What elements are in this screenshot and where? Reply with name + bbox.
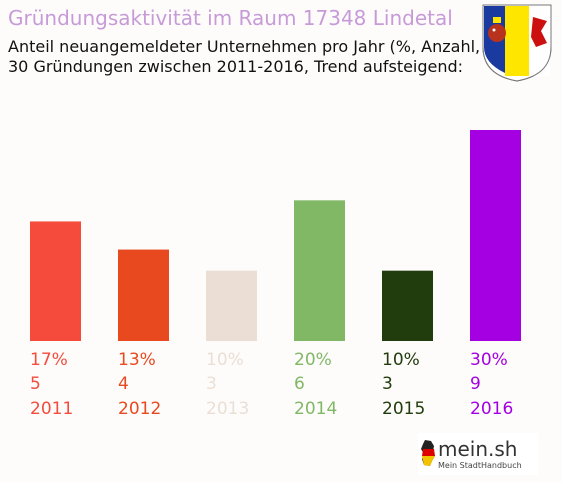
chart-subtitle: Anteil neuangemeldeter Unternehmen pro J… bbox=[8, 37, 523, 77]
year-label-2012: 2012 bbox=[118, 399, 161, 419]
coat-of-arms-icon bbox=[482, 4, 552, 82]
bar-2011 bbox=[30, 221, 81, 341]
year-label-2016: 2016 bbox=[470, 399, 513, 419]
count-label-2011: 5 bbox=[30, 374, 41, 394]
chart-title: Gründungsaktivität im Raum 17348 Lindeta… bbox=[8, 6, 453, 30]
percent-label-2014: 20% bbox=[294, 350, 332, 370]
percent-label-2015: 10% bbox=[382, 350, 420, 370]
bar-2013 bbox=[206, 270, 257, 341]
subtitle-line-2: 30 Gründungen zwischen 2011-2016, Trend … bbox=[8, 57, 464, 76]
year-label-2013: 2013 bbox=[206, 399, 249, 419]
count-label-2014: 6 bbox=[294, 374, 305, 394]
percent-label-2013: 10% bbox=[206, 350, 244, 370]
brand-tagline: Mein StadtHandbuch bbox=[438, 461, 522, 470]
brand-name: mein.sh bbox=[438, 437, 518, 461]
percent-label-2012: 13% bbox=[118, 350, 156, 370]
subtitle-line-1: Anteil neuangemeldeter Unternehmen pro J… bbox=[8, 37, 523, 56]
year-label-2014: 2014 bbox=[294, 399, 337, 419]
count-label-2013: 3 bbox=[206, 374, 217, 394]
bar-2015 bbox=[382, 270, 433, 341]
bar-2014 bbox=[294, 200, 345, 341]
percent-label-2011: 17% bbox=[30, 350, 68, 370]
bar-2012 bbox=[118, 249, 169, 341]
germany-map-icon bbox=[421, 440, 435, 466]
year-label-2011: 2011 bbox=[30, 399, 73, 419]
percent-label-2016: 30% bbox=[470, 350, 508, 370]
count-label-2016: 9 bbox=[470, 374, 481, 394]
brand-logo[interactable]: mein.sh Mein StadtHandbuch bbox=[418, 433, 538, 475]
year-label-2015: 2015 bbox=[382, 399, 425, 419]
count-label-2012: 4 bbox=[118, 374, 129, 394]
bar-2016 bbox=[470, 130, 521, 341]
count-label-2015: 3 bbox=[382, 374, 393, 394]
